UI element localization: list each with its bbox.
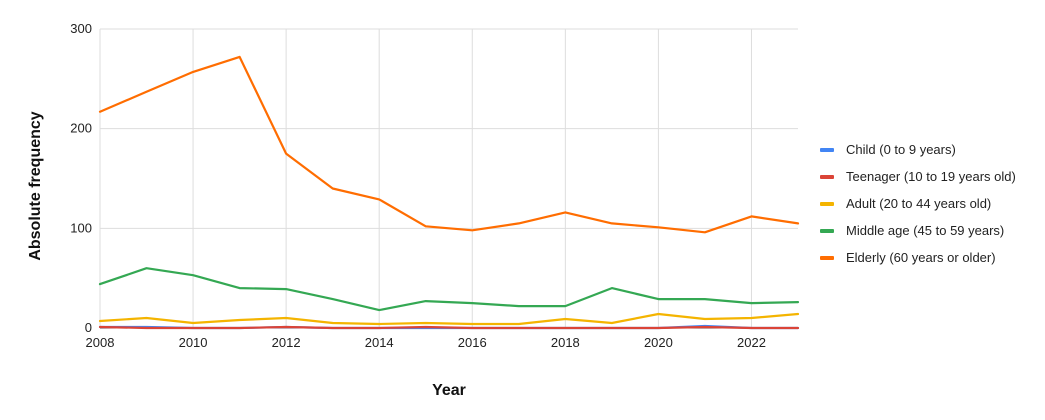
legend-label: Teenager (10 to 19 years old) [846,169,1016,184]
x-axis-title: Year [432,382,466,399]
series-line-3 [98,267,800,312]
legend-item: Middle age (45 to 59 years) [820,223,1004,238]
legend-item: Adult (20 to 44 years old) [820,196,991,211]
legend-swatch [820,148,834,152]
legend-swatch [820,175,834,179]
x-tick-label: 2018 [551,335,580,350]
y-axis-title: Absolute frequency [27,111,44,260]
x-tick-label: 2020 [644,335,673,350]
x-tick-label: 2022 [737,335,766,350]
x-tick-label: 2010 [179,335,208,350]
series-lines [98,55,800,330]
legend-swatch [820,229,834,233]
legend-label: Middle age (45 to 59 years) [846,223,1004,238]
legend-label: Adult (20 to 44 years old) [846,196,991,211]
y-tick-label: 300 [70,21,92,36]
series-line-2 [98,312,800,326]
legend-swatch [820,202,834,206]
x-tick-label: 2012 [272,335,301,350]
x-tick-label: 2014 [365,335,394,350]
series-line-4 [98,55,800,234]
legend-swatch [820,256,834,260]
y-tick-label: 100 [70,220,92,235]
legend-label: Elderly (60 years or older) [846,250,996,265]
y-tick-label: 0 [85,320,92,335]
gridlines [99,28,798,328]
y-axis-ticks: 0 100 200 300 [70,21,92,335]
y-tick-label: 200 [70,121,92,136]
legend-item: Teenager (10 to 19 years old) [820,169,1016,184]
series-line-1 [98,325,800,330]
x-tick-label: 2008 [86,335,115,350]
legend-label: Child (0 to 9 years) [846,142,956,157]
x-tick-label: 2016 [458,335,487,350]
legend-item: Child (0 to 9 years) [820,142,956,157]
legend-item: Elderly (60 years or older) [820,250,996,265]
x-axis-ticks: 2008 2010 2012 2014 2016 2018 2020 2022 [86,335,766,350]
legend: Child (0 to 9 years) Teenager (10 to 19 y… [820,142,1016,265]
